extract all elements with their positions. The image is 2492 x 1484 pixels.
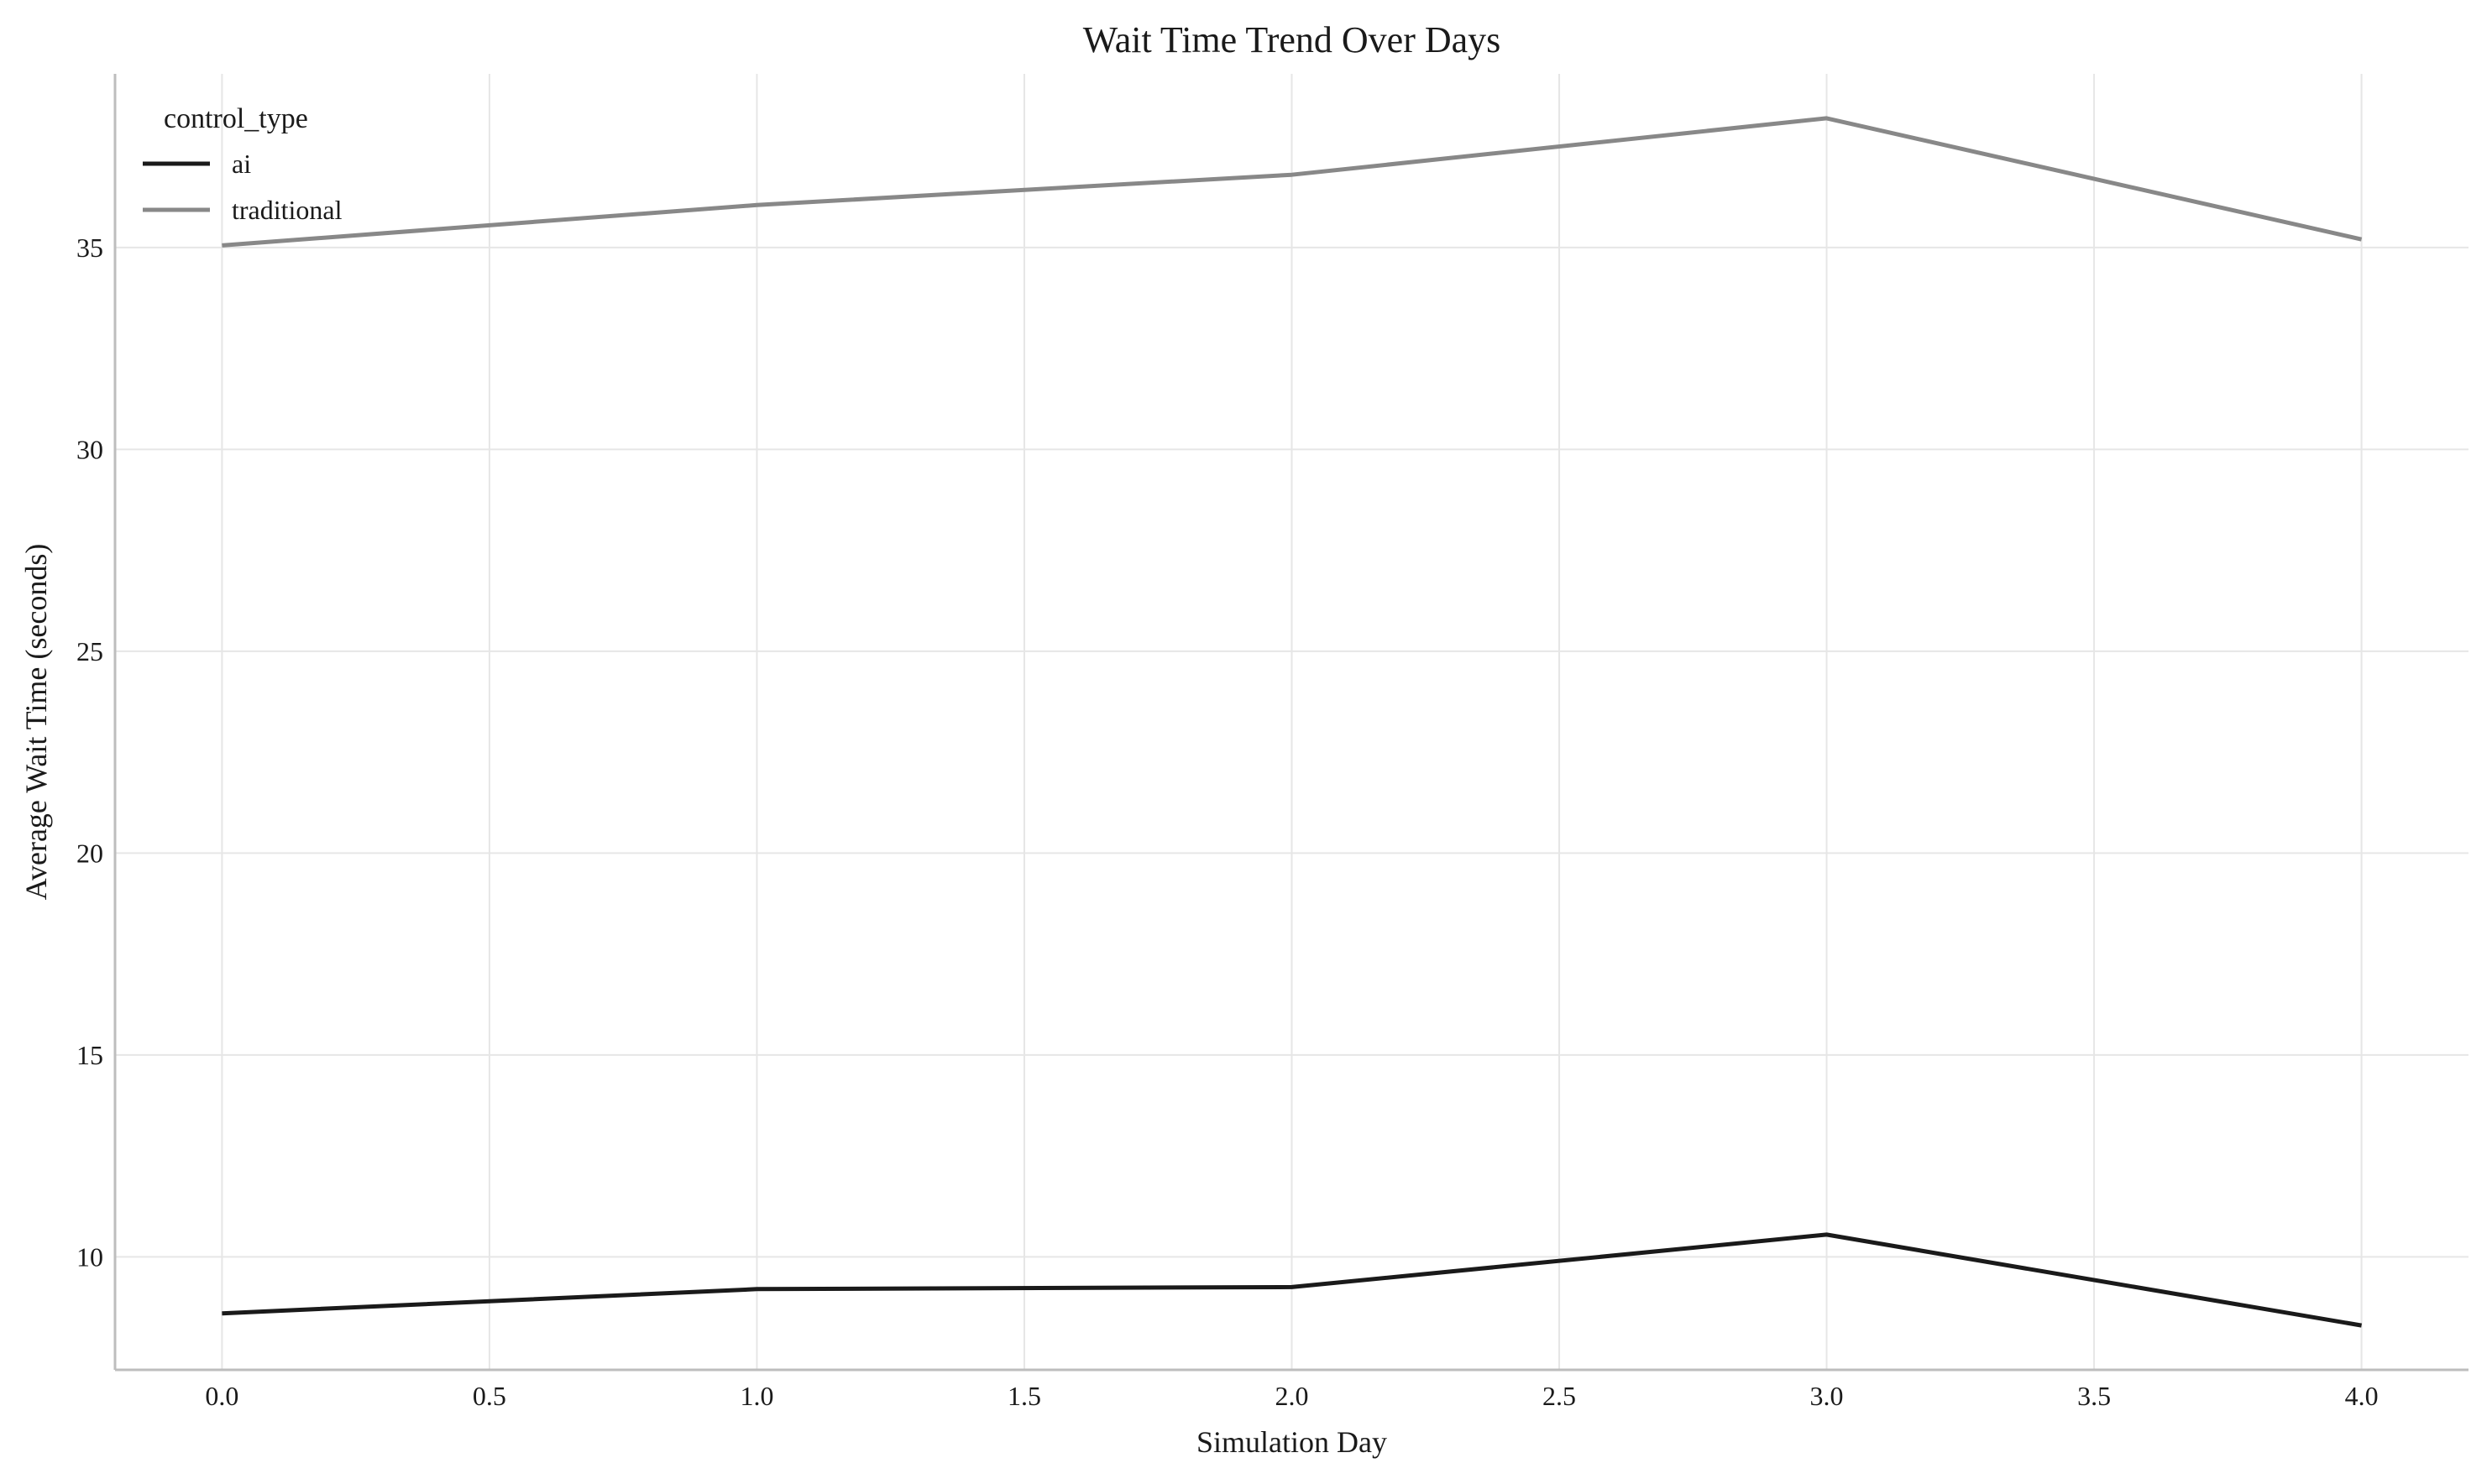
- y-tick-label: 35: [76, 233, 103, 263]
- x-tick-label: 2.0: [1275, 1381, 1309, 1411]
- series-lines: [222, 116, 2363, 1328]
- series-line-ai: [222, 1232, 2363, 1328]
- y-tick-label: 10: [76, 1241, 103, 1272]
- x-tick-label: 1.5: [1008, 1381, 1041, 1411]
- x-tick-label: 1.0: [740, 1381, 773, 1411]
- y-axis-ticks: 10 15 20 25 30 35: [76, 233, 103, 1272]
- y-tick-label: 15: [76, 1040, 103, 1070]
- y-tick-label: 20: [76, 838, 103, 868]
- grid: [115, 74, 2468, 1370]
- x-tick-label: 2.5: [1542, 1381, 1576, 1411]
- legend-title: control_type: [164, 103, 308, 134]
- legend-items: ai traditional: [143, 149, 343, 225]
- x-tick-label: 0.0: [205, 1381, 238, 1411]
- x-axis-label: Simulation Day: [1196, 1425, 1387, 1459]
- x-tick-label: 3.0: [1810, 1381, 1844, 1411]
- legend: control_type ai traditional: [143, 103, 343, 225]
- chart-title: Wait Time Trend Over Days: [1083, 19, 1501, 60]
- legend-label-ai: ai: [232, 149, 251, 179]
- series-line-traditional: [222, 116, 2363, 248]
- legend-label-traditional: traditional: [232, 195, 343, 225]
- y-tick-label: 30: [76, 434, 103, 464]
- x-axis-ticks: 0.0 0.5 1.0 1.5 2.0 2.5 3.0 3.5 4.0: [205, 1381, 2378, 1411]
- y-axis-label: Average Wait Time (seconds): [19, 544, 53, 901]
- axes-spines: [113, 74, 2468, 1372]
- x-tick-label: 0.5: [473, 1381, 506, 1411]
- y-tick-label: 25: [76, 636, 103, 666]
- x-tick-label: 4.0: [2345, 1381, 2379, 1411]
- x-tick-label: 3.5: [2077, 1381, 2111, 1411]
